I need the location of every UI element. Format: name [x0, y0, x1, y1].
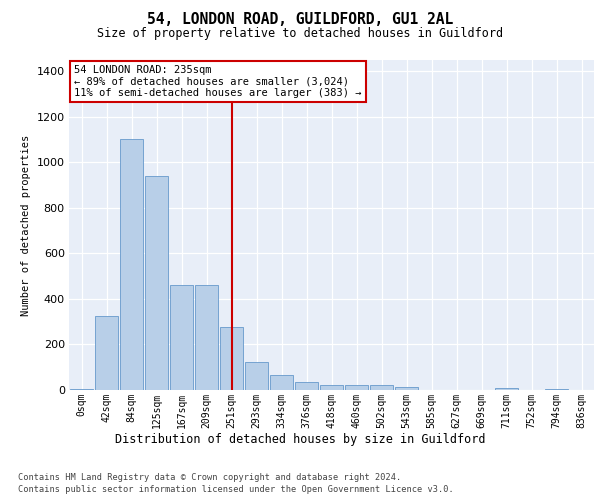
Bar — [345, 385, 368, 390]
Text: Contains HM Land Registry data © Crown copyright and database right 2024.: Contains HM Land Registry data © Crown c… — [18, 472, 401, 482]
Text: 54 LONDON ROAD: 235sqm
← 89% of detached houses are smaller (3,024)
11% of semi-: 54 LONDON ROAD: 235sqm ← 89% of detached… — [74, 65, 362, 98]
Text: Size of property relative to detached houses in Guildford: Size of property relative to detached ho… — [97, 28, 503, 40]
Bar — [545, 389, 568, 390]
Text: Distribution of detached houses by size in Guildford: Distribution of detached houses by size … — [115, 432, 485, 446]
Bar — [95, 316, 118, 390]
Bar — [395, 386, 418, 390]
Bar — [70, 389, 93, 390]
Bar — [195, 286, 218, 390]
Bar — [295, 382, 318, 390]
Bar — [220, 328, 243, 390]
Bar — [495, 388, 518, 390]
Text: Contains public sector information licensed under the Open Government Licence v3: Contains public sector information licen… — [18, 485, 454, 494]
Bar — [320, 386, 343, 390]
Bar — [370, 386, 393, 390]
Bar — [170, 286, 193, 390]
Bar — [270, 375, 293, 390]
Text: 54, LONDON ROAD, GUILDFORD, GU1 2AL: 54, LONDON ROAD, GUILDFORD, GU1 2AL — [147, 12, 453, 28]
Bar — [120, 138, 143, 390]
Bar — [145, 176, 168, 390]
Y-axis label: Number of detached properties: Number of detached properties — [21, 134, 31, 316]
Bar — [245, 362, 268, 390]
